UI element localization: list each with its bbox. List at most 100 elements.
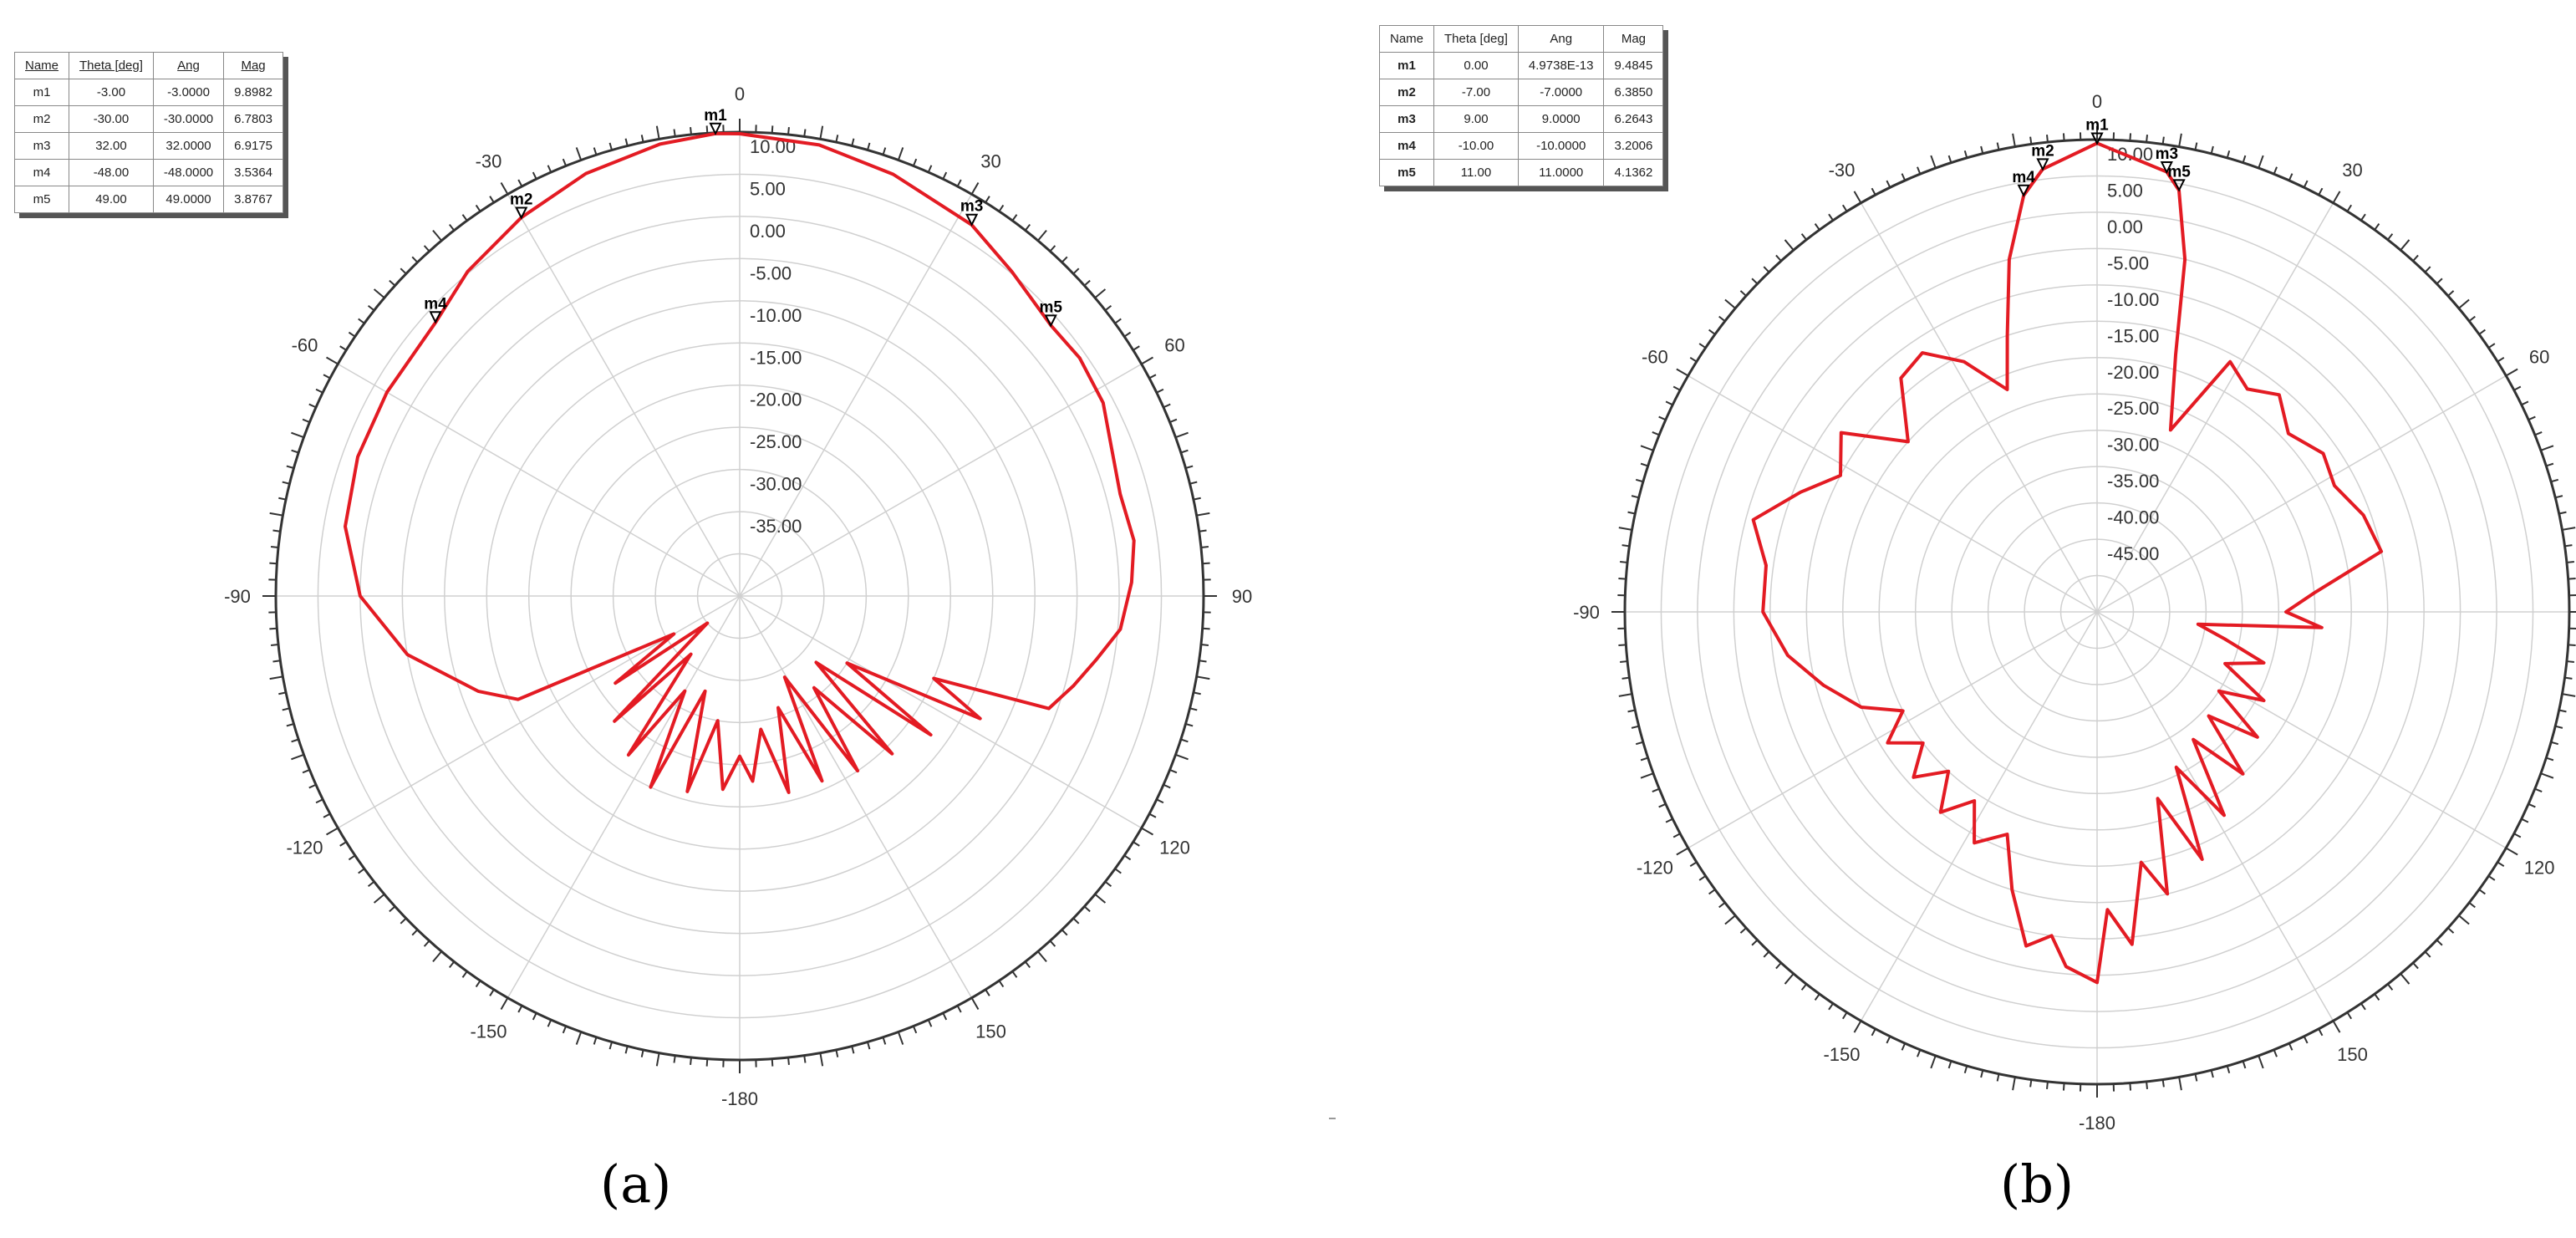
angle-tick-mark xyxy=(432,229,443,242)
angle-tick-mark xyxy=(286,465,294,469)
angle-tick-mark xyxy=(927,165,933,173)
radial-tick-label: -25.00 xyxy=(2107,398,2159,419)
marker-row: m2 -7.00 -7.0000 6.3850 xyxy=(1378,79,1664,106)
panel-label-b: (b) xyxy=(2000,1154,2075,1215)
angle-tick-mark xyxy=(270,644,279,646)
angle-tick-mark xyxy=(897,147,904,160)
angle-tick-mark xyxy=(1024,223,1031,232)
grid-spoke xyxy=(739,595,1143,829)
marker-row: m5 49.00 49.0000 3.8767 xyxy=(13,186,284,213)
angle-tick-mark xyxy=(897,1032,904,1045)
grid-spoke xyxy=(1860,202,2098,613)
angle-tick-mark xyxy=(2046,135,2049,143)
angle-tick-mark xyxy=(373,893,385,904)
angle-tick-mark xyxy=(2554,725,2563,729)
angle-tick-mark xyxy=(835,1049,839,1057)
marker-theta-cell: -30.00 xyxy=(69,105,154,133)
marker-ang-cell: 49.0000 xyxy=(152,186,225,213)
angle-tick-mark xyxy=(517,1005,523,1013)
grid-spoke xyxy=(1688,374,2098,613)
angle-tick-mark xyxy=(2400,973,2411,985)
angle-tick-mark xyxy=(624,138,629,146)
angle-tick-mark xyxy=(1828,1002,1834,1011)
grid-spoke xyxy=(739,595,973,999)
angle-tick-mark xyxy=(323,813,331,818)
angle-tick-mark xyxy=(1917,166,1922,175)
angle-tick-mark xyxy=(2178,1077,2182,1091)
angle-tick-mark xyxy=(1189,481,1198,485)
marker-name-cell: m2 xyxy=(13,105,70,133)
marker-row: m1 -3.00 -3.0000 9.8982 xyxy=(13,79,284,106)
angle-tick-mark xyxy=(269,675,283,680)
marker-ang-cell: 32.0000 xyxy=(152,132,225,160)
angle-tick-mark xyxy=(1156,798,1164,804)
angle-tick-mark xyxy=(2558,709,2567,713)
angle-tick-mark xyxy=(1652,431,1660,436)
header-ang: Ang xyxy=(1517,25,1605,53)
marker-mag-cell: 3.2006 xyxy=(1603,132,1664,160)
angle-tick-mark xyxy=(2566,660,2574,663)
angle-tick-mark xyxy=(562,1026,568,1034)
angle-tick-mark xyxy=(1011,971,1018,978)
angle-tick-mark xyxy=(2387,233,2394,241)
marker-theta-cell: 9.00 xyxy=(1433,105,1519,133)
angle-tick-mark xyxy=(787,126,790,135)
radial-tick-label: -35.00 xyxy=(750,516,802,537)
marker-name-cell: m3 xyxy=(13,132,70,160)
marker-name-cell: m3 xyxy=(1378,105,1435,133)
angle-tick-mark xyxy=(2412,254,2419,262)
marker-triangle xyxy=(2160,161,2173,175)
angle-tick-mark xyxy=(2012,1077,2016,1091)
radial-tick-label: 0.00 xyxy=(2107,217,2143,237)
angle-tick-mark xyxy=(2029,1079,2033,1088)
angle-tick-mark xyxy=(912,158,918,166)
angle-tick-mark xyxy=(1196,512,1210,517)
angle-tick-mark xyxy=(1739,290,1747,297)
angle-tick-mark xyxy=(1672,385,1681,391)
angle-tick-mark xyxy=(2554,495,2563,499)
angle-tick-mark xyxy=(2288,173,2293,181)
marker-theta-cell: 11.00 xyxy=(1433,159,1519,186)
angle-tick-mark xyxy=(423,940,430,947)
angle-tick-label: -120 xyxy=(1637,858,1673,879)
header-name: Name xyxy=(1378,25,1435,53)
angle-tick-mark xyxy=(1189,707,1198,711)
angle-tick-mark xyxy=(1718,902,1726,909)
angle-tick-mark xyxy=(291,449,299,454)
angle-tick-mark xyxy=(2546,462,2554,467)
angle-tick-mark xyxy=(461,214,468,222)
angle-tick-mark xyxy=(367,304,375,312)
angle-tick-label: 150 xyxy=(2337,1044,2368,1065)
angle-tick-mark xyxy=(771,125,774,134)
marker-row: m1 0.00 4.9738E-13 9.4845 xyxy=(1378,52,1664,79)
angle-tick-mark xyxy=(1141,827,1154,836)
marker-mag-cell: 6.9175 xyxy=(223,132,284,160)
angle-tick-mark xyxy=(2412,962,2419,970)
marker-ang-cell: -48.0000 xyxy=(152,159,225,186)
angle-tick-mark xyxy=(1175,753,1189,761)
angle-tick-mark xyxy=(1917,1049,1922,1057)
angle-tick-mark xyxy=(1200,644,1209,646)
marker-triangle xyxy=(2017,184,2030,198)
grid-spoke xyxy=(739,363,1143,597)
angle-tick-mark xyxy=(308,403,317,409)
marker-theta-cell: -48.00 xyxy=(69,159,154,186)
angle-tick-mark xyxy=(389,279,396,287)
angle-tick-mark xyxy=(705,125,709,134)
angle-tick-mark xyxy=(282,707,290,711)
angle-tick-mark xyxy=(2540,445,2554,451)
angle-tick-mark xyxy=(302,768,310,774)
grid-spoke xyxy=(1860,611,2098,1021)
marker-table-b: Name Theta [deg] Ang Mag m1 0.00 4.9738E-1… xyxy=(1378,25,1664,186)
angle-tick-mark xyxy=(500,997,509,1011)
radial-tick-label: -20.00 xyxy=(750,390,802,410)
angle-tick-mark xyxy=(1814,223,1820,231)
angle-tick-mark xyxy=(851,1046,855,1054)
angle-tick-label: -30 xyxy=(476,151,502,172)
radial-tick-label: -20.00 xyxy=(2107,362,2159,383)
angle-tick-mark xyxy=(1718,315,1726,322)
marker-theta-cell: 32.00 xyxy=(69,132,154,160)
angle-tick-mark xyxy=(2528,415,2536,421)
marker-row: m2 -30.00 -30.0000 6.7803 xyxy=(13,105,284,133)
angle-tick-mark xyxy=(956,179,962,187)
